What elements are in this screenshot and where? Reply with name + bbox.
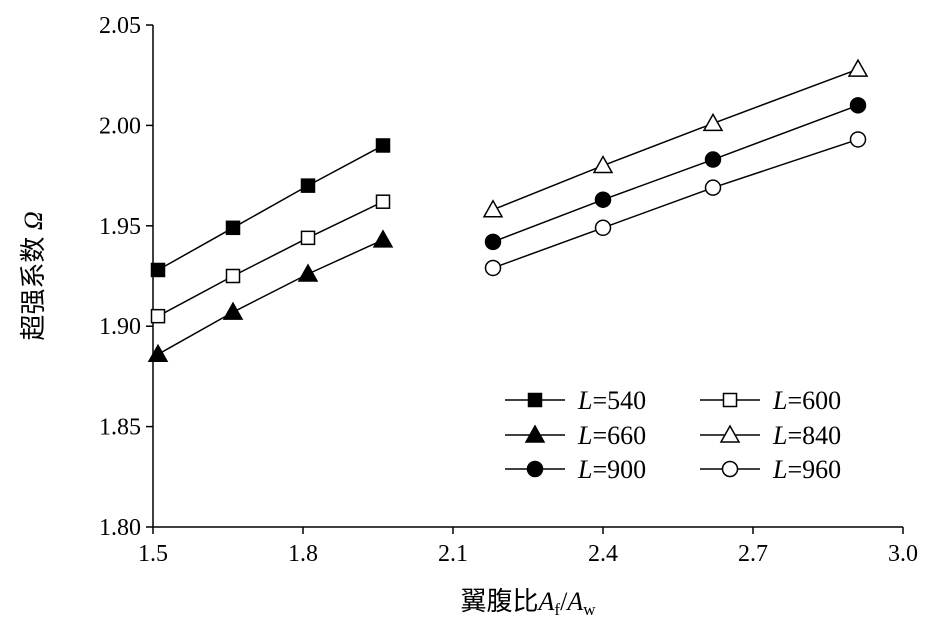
x-tick-label: 2.7 xyxy=(738,541,768,567)
x-tick-label: 2.1 xyxy=(438,541,468,567)
triangle-marker xyxy=(592,155,614,174)
square-marker xyxy=(722,392,738,408)
square-marker xyxy=(527,392,543,408)
legend-label: L=600 xyxy=(772,386,841,415)
legend-label: L=900 xyxy=(577,455,646,484)
square-marker xyxy=(300,230,316,246)
series-L=540 xyxy=(150,138,391,278)
x-tick-label: 3.0 xyxy=(888,541,918,567)
series-line xyxy=(492,104,859,243)
legend-item: L=660 xyxy=(505,421,646,450)
legend-item: L=600 xyxy=(700,386,841,415)
square-marker xyxy=(150,262,166,278)
series-L=900 xyxy=(484,97,867,251)
y-tick-label: 1.90 xyxy=(99,314,141,340)
square-marker xyxy=(300,178,316,193)
legend-item: L=540 xyxy=(505,386,646,415)
legend-item: L=900 xyxy=(505,455,646,484)
y-tick-label: 2.05 xyxy=(99,13,141,39)
circle-marker xyxy=(484,259,502,277)
series-L=960 xyxy=(484,131,867,277)
circle-marker xyxy=(594,219,612,237)
triangle-marker xyxy=(524,424,546,443)
square-marker xyxy=(375,194,391,209)
y-axis-label: 超强系数 Ω xyxy=(19,211,48,340)
y-tick-label: 1.95 xyxy=(99,214,141,240)
x-tick-label: 1.5 xyxy=(138,541,168,567)
y-tick-label: 1.85 xyxy=(99,415,141,441)
triangle-marker xyxy=(147,343,169,363)
square-marker xyxy=(375,138,391,153)
triangle-marker xyxy=(222,301,244,320)
square-marker xyxy=(225,220,241,236)
legend-label: L=540 xyxy=(577,386,646,415)
legend-item: L=840 xyxy=(700,421,841,450)
legend-label: L=660 xyxy=(577,421,646,450)
circle-marker xyxy=(594,191,612,208)
series-L=840 xyxy=(482,58,869,218)
y-tick-label: 2.00 xyxy=(99,113,141,139)
legend-item: L=960 xyxy=(700,455,841,484)
series-L=660 xyxy=(147,229,394,363)
circle-marker xyxy=(526,460,544,478)
series-line xyxy=(492,138,859,269)
series-line xyxy=(157,239,384,355)
square-marker xyxy=(150,308,166,324)
legend-label: L=960 xyxy=(772,455,841,484)
circle-marker xyxy=(721,460,739,478)
circle-marker xyxy=(704,179,722,196)
circle-marker xyxy=(849,131,867,148)
circle-marker xyxy=(484,233,502,251)
square-marker xyxy=(225,268,241,284)
triangle-marker xyxy=(702,112,724,132)
legend-label: L=840 xyxy=(772,421,841,450)
series-line xyxy=(492,68,859,211)
triangle-marker xyxy=(297,263,319,282)
circle-marker xyxy=(704,151,722,168)
triangle-marker xyxy=(847,58,869,77)
triangle-marker xyxy=(482,199,504,218)
y-tick-label: 1.80 xyxy=(99,515,141,541)
x-tick-label: 2.4 xyxy=(588,541,618,567)
triangle-marker xyxy=(372,229,394,248)
series-line xyxy=(157,144,384,271)
series-L=600 xyxy=(150,194,391,324)
series-line xyxy=(157,201,384,317)
triangle-marker xyxy=(719,424,741,443)
x-axis-label: 翼腹比Af/Aw xyxy=(461,587,597,619)
circle-marker xyxy=(849,97,867,114)
x-tick-label: 1.8 xyxy=(288,541,318,567)
